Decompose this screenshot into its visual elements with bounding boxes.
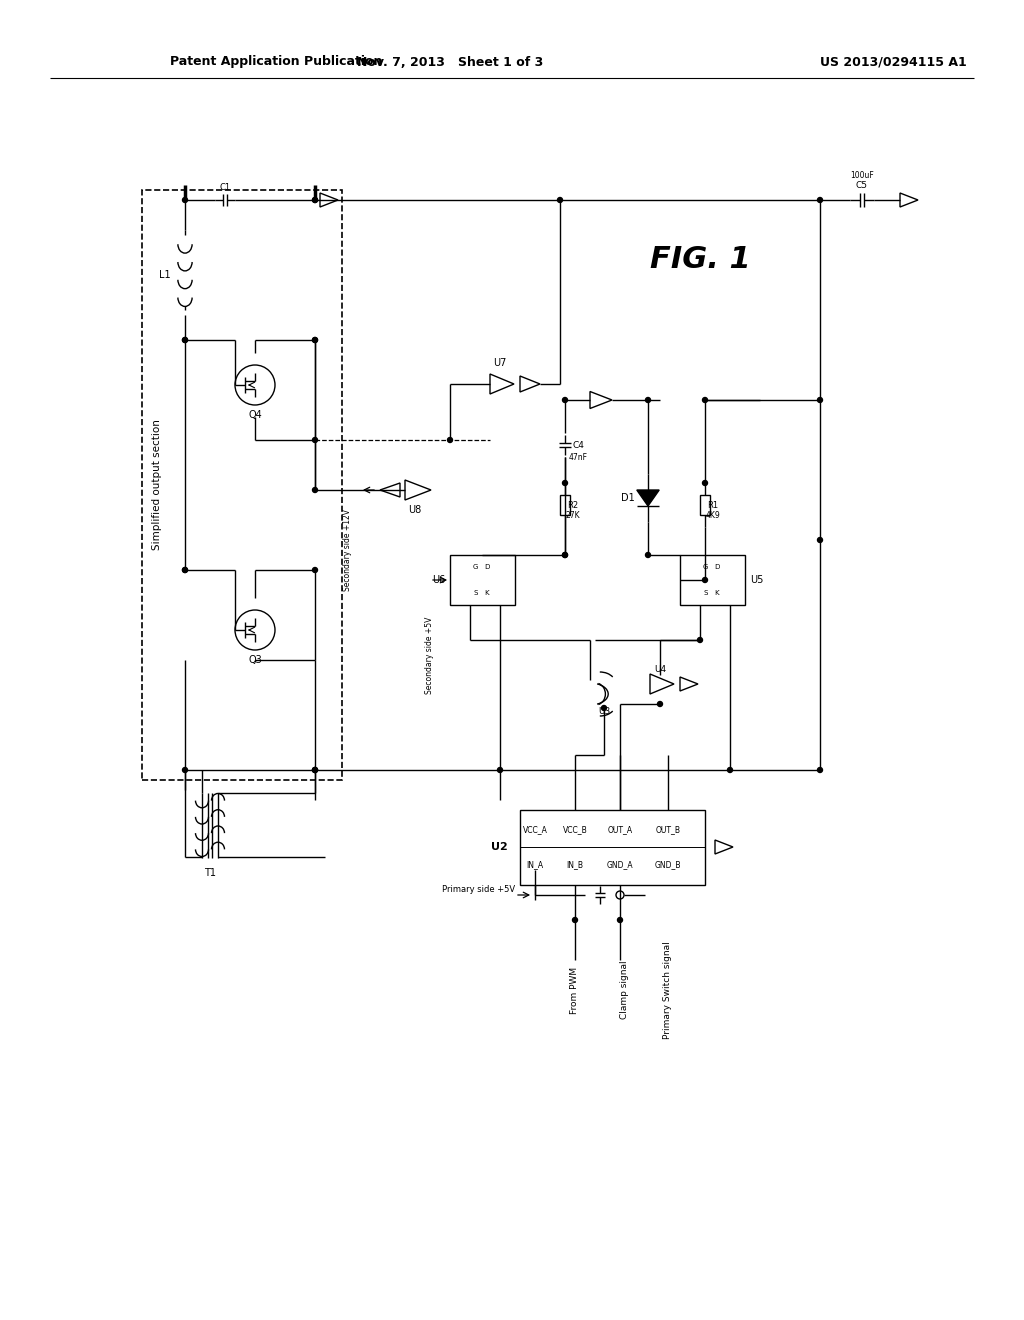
- Circle shape: [182, 338, 187, 342]
- Circle shape: [312, 437, 317, 442]
- Circle shape: [645, 397, 650, 403]
- Polygon shape: [637, 490, 659, 506]
- Text: U8: U8: [409, 506, 422, 515]
- Circle shape: [702, 480, 708, 486]
- Circle shape: [817, 767, 822, 772]
- Text: T1: T1: [204, 869, 216, 878]
- Bar: [700, 495, 710, 515]
- Circle shape: [312, 198, 317, 202]
- Text: OUT_B: OUT_B: [655, 825, 681, 834]
- Circle shape: [182, 198, 187, 202]
- Text: C5: C5: [856, 181, 868, 190]
- Circle shape: [657, 701, 663, 706]
- Text: D1: D1: [622, 492, 635, 503]
- Circle shape: [312, 767, 317, 772]
- Text: Secondary side +12V: Secondary side +12V: [342, 510, 351, 591]
- Circle shape: [617, 917, 623, 923]
- Bar: [520, 810, 705, 884]
- Text: GND_A: GND_A: [606, 861, 633, 870]
- Text: OUT_A: OUT_A: [607, 825, 633, 834]
- Circle shape: [182, 568, 187, 573]
- Circle shape: [562, 397, 567, 403]
- Circle shape: [447, 437, 453, 442]
- Circle shape: [817, 198, 822, 202]
- Circle shape: [562, 553, 567, 557]
- Text: Nov. 7, 2013   Sheet 1 of 3: Nov. 7, 2013 Sheet 1 of 3: [357, 55, 543, 69]
- Text: S   K: S K: [474, 590, 489, 597]
- Text: VCC_B: VCC_B: [562, 825, 588, 834]
- Text: VCC_A: VCC_A: [522, 825, 548, 834]
- Text: U6: U6: [432, 576, 445, 585]
- Bar: [142, 190, 342, 780]
- Circle shape: [702, 397, 708, 403]
- Text: GND_B: GND_B: [654, 861, 681, 870]
- Text: U2: U2: [492, 842, 508, 851]
- Circle shape: [572, 917, 578, 923]
- Text: Primary side +5V: Primary side +5V: [442, 886, 515, 895]
- Circle shape: [702, 578, 708, 582]
- Text: IN_B: IN_B: [566, 861, 584, 870]
- Text: C1: C1: [219, 183, 230, 193]
- Text: R1: R1: [708, 500, 719, 510]
- Text: U5: U5: [750, 576, 763, 585]
- Text: FIG. 1: FIG. 1: [649, 246, 751, 275]
- Text: Secondary side +5V: Secondary side +5V: [426, 616, 434, 694]
- Circle shape: [817, 537, 822, 543]
- Text: Primary Switch signal: Primary Switch signal: [663, 941, 672, 1039]
- Circle shape: [312, 198, 317, 202]
- Circle shape: [601, 705, 606, 710]
- Text: IN_A: IN_A: [526, 861, 544, 870]
- Circle shape: [182, 767, 187, 772]
- Circle shape: [312, 338, 317, 342]
- Text: 4K9: 4K9: [706, 511, 720, 520]
- Text: U3: U3: [598, 708, 610, 717]
- Circle shape: [562, 553, 567, 557]
- Circle shape: [697, 638, 702, 643]
- Circle shape: [727, 767, 732, 772]
- Text: C4: C4: [572, 441, 584, 450]
- Bar: [450, 554, 515, 605]
- Bar: [560, 495, 570, 515]
- Text: 100uF: 100uF: [850, 172, 873, 181]
- Text: 47nF: 47nF: [568, 453, 588, 462]
- Text: Simplified output section: Simplified output section: [152, 420, 162, 550]
- Circle shape: [312, 338, 317, 342]
- Text: From PWM: From PWM: [570, 966, 579, 1014]
- Text: G   D: G D: [703, 564, 721, 570]
- Text: U7: U7: [494, 358, 507, 368]
- Circle shape: [182, 568, 187, 573]
- Circle shape: [562, 480, 567, 486]
- Circle shape: [182, 338, 187, 342]
- Text: G   D: G D: [473, 564, 490, 570]
- Text: Q4: Q4: [248, 411, 262, 420]
- Text: Patent Application Publication: Patent Application Publication: [170, 55, 382, 69]
- Text: Clamp signal: Clamp signal: [620, 961, 629, 1019]
- Bar: [680, 554, 745, 605]
- Circle shape: [312, 487, 317, 492]
- Text: R2: R2: [567, 500, 579, 510]
- Text: Q3: Q3: [248, 655, 262, 665]
- Text: L1: L1: [159, 271, 171, 280]
- Circle shape: [557, 198, 562, 202]
- Circle shape: [312, 568, 317, 573]
- Text: U4: U4: [654, 664, 666, 673]
- Text: 27K: 27K: [565, 511, 581, 520]
- Text: US 2013/0294115 A1: US 2013/0294115 A1: [820, 55, 967, 69]
- Circle shape: [498, 767, 503, 772]
- Text: S   K: S K: [705, 590, 720, 597]
- Circle shape: [312, 767, 317, 772]
- Circle shape: [817, 397, 822, 403]
- Circle shape: [312, 767, 317, 772]
- Circle shape: [645, 553, 650, 557]
